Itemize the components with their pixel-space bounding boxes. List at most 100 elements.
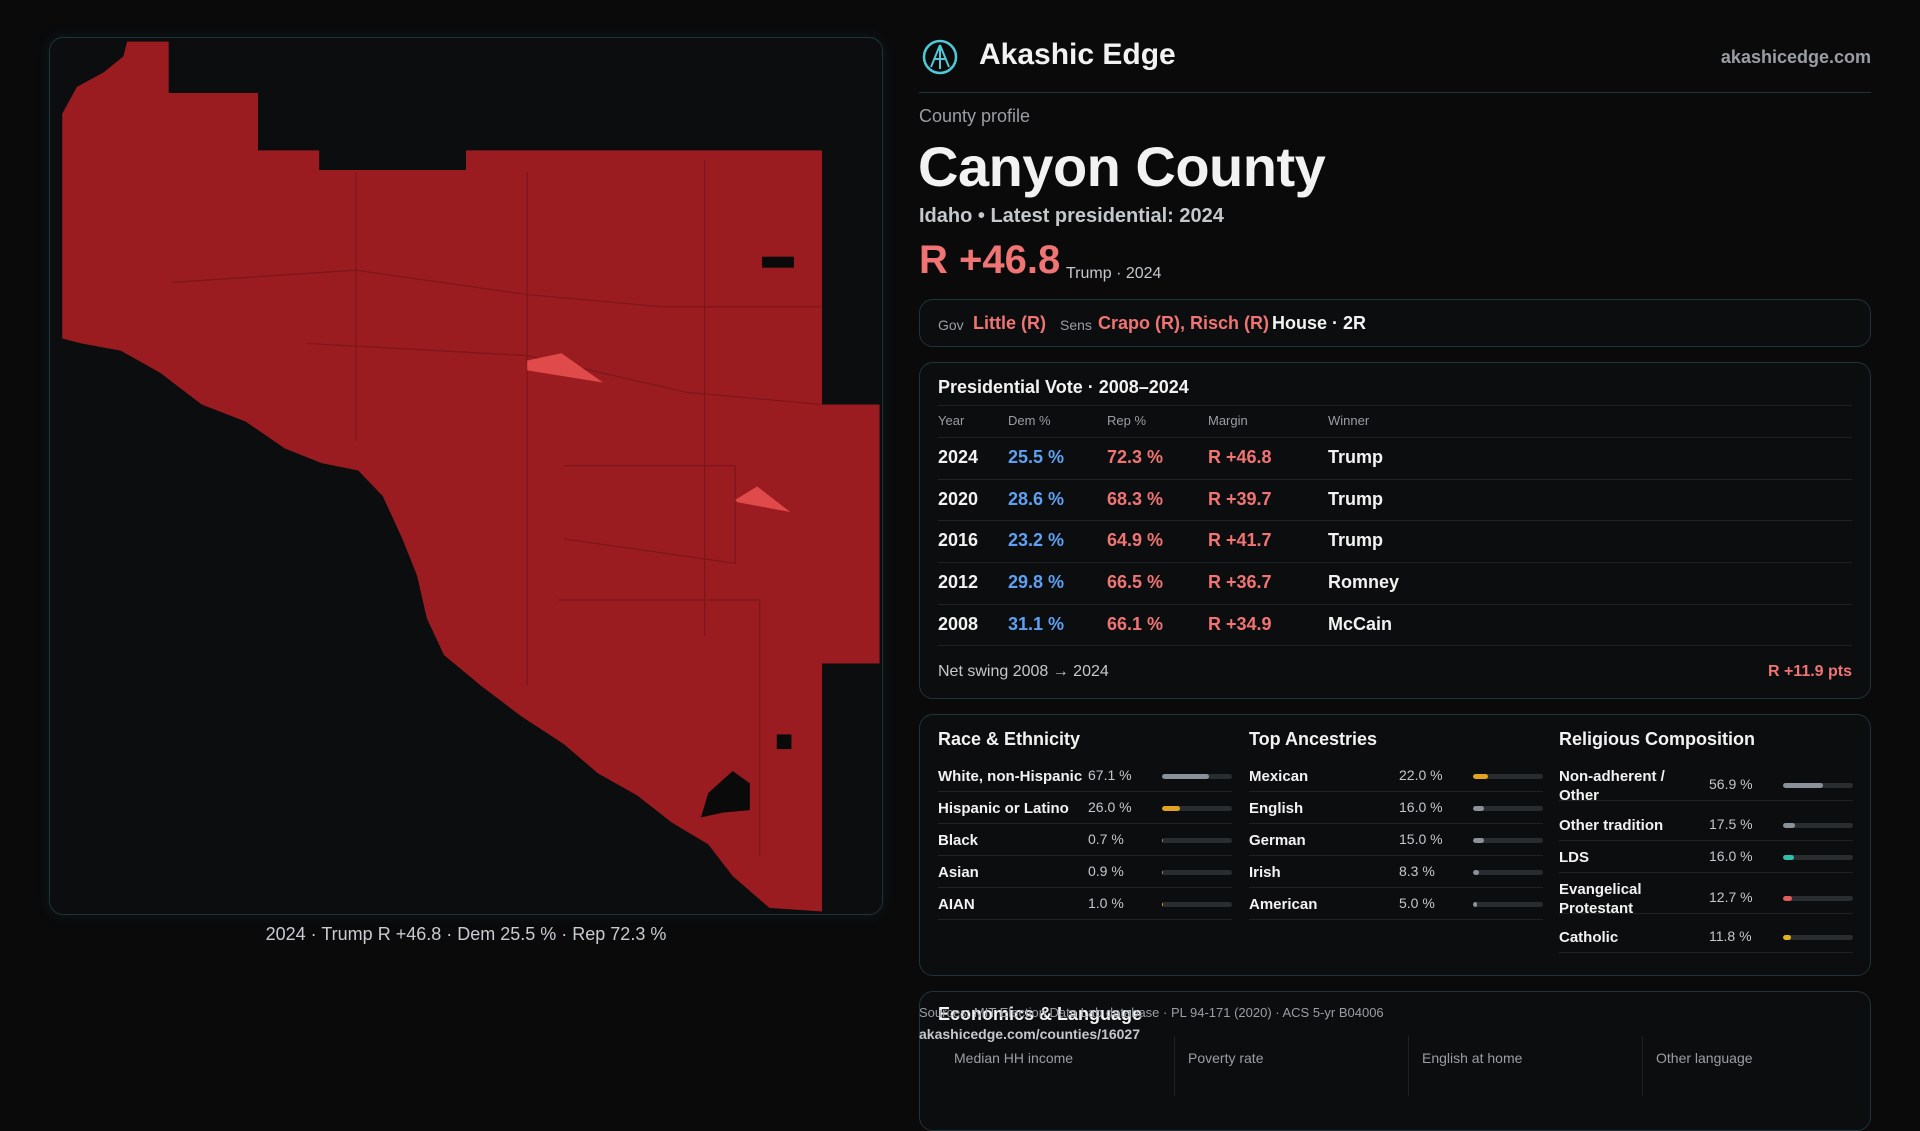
row-value: 26.0 % bbox=[1088, 799, 1132, 815]
row-value: 0.9 % bbox=[1088, 863, 1124, 879]
row-value: 17.5 % bbox=[1709, 816, 1753, 832]
table-cell: 66.1 % bbox=[1107, 614, 1163, 635]
table-cell: Trump bbox=[1328, 530, 1383, 551]
bar bbox=[1162, 902, 1163, 907]
map-caption: 2024 · Trump R +46.8 · Dem 25.5 % · Rep … bbox=[49, 924, 883, 945]
bar bbox=[1783, 896, 1792, 901]
bar bbox=[1783, 783, 1823, 788]
row-line bbox=[1249, 855, 1543, 856]
bar-track bbox=[1783, 896, 1853, 901]
row-line bbox=[938, 479, 1852, 480]
row-name: Other tradition bbox=[1559, 816, 1699, 835]
table-cell: McCain bbox=[1328, 614, 1392, 635]
bar-track bbox=[1473, 870, 1543, 875]
county-map bbox=[50, 38, 882, 914]
swing: R +11.9 pts bbox=[1768, 663, 1852, 681]
gov: Little (R) bbox=[973, 313, 1046, 334]
swing-label: Net swing 2008 → 2024 bbox=[938, 663, 1109, 681]
row-line bbox=[938, 405, 1852, 406]
row-line bbox=[938, 855, 1232, 856]
table-cell: R +36.7 bbox=[1208, 572, 1272, 593]
row-value: 1.0 % bbox=[1088, 895, 1124, 911]
source: Sources: MIT Election Data Lab database … bbox=[919, 1005, 1384, 1020]
table-cell: 2020 bbox=[938, 489, 978, 510]
metric-label: Poverty rate bbox=[1188, 1050, 1263, 1066]
bar bbox=[1473, 902, 1477, 907]
row-line bbox=[938, 437, 1852, 438]
bar-track bbox=[1162, 838, 1232, 843]
bar-track bbox=[1783, 855, 1853, 860]
map-panel bbox=[49, 37, 883, 915]
row-line bbox=[938, 562, 1852, 563]
metric-label: Median HH income bbox=[954, 1050, 1073, 1066]
row-value: 56.9 % bbox=[1709, 776, 1753, 792]
separator bbox=[1408, 1036, 1409, 1096]
row-value: 5.0 % bbox=[1399, 895, 1435, 911]
row-name: Asian bbox=[938, 863, 1088, 882]
table-cell: 2012 bbox=[938, 572, 978, 593]
row-name: Hispanic or Latino bbox=[938, 799, 1088, 818]
bar bbox=[1473, 838, 1484, 843]
row-name: Irish bbox=[1249, 863, 1399, 882]
row-line bbox=[1249, 823, 1543, 824]
page: {"header": {"brand": "Akashic Edge", "si… bbox=[0, 0, 1920, 1080]
house: House · 2R bbox=[1272, 313, 1366, 334]
row-name: White, non-Hispanic bbox=[938, 767, 1088, 786]
bar bbox=[1162, 870, 1163, 875]
row-name: German bbox=[1249, 831, 1399, 850]
table-cell: R +41.7 bbox=[1208, 530, 1272, 551]
row-line bbox=[1559, 913, 1853, 914]
officials-panel: Gov Little (R) Sens Crapo (R), Risch (R)… bbox=[919, 299, 1871, 347]
bar-track bbox=[1783, 823, 1853, 828]
table-cell: R +39.7 bbox=[1208, 489, 1272, 510]
row-line bbox=[938, 919, 1232, 920]
row-line bbox=[938, 645, 1852, 646]
row-line bbox=[1559, 872, 1853, 873]
panel-title: Presidential Vote · 2008–2024 bbox=[938, 377, 1189, 398]
table-cell: 29.8 % bbox=[1008, 572, 1064, 593]
row-line bbox=[1249, 887, 1543, 888]
metric-label: English at home bbox=[1422, 1050, 1522, 1066]
bar-track bbox=[1162, 902, 1232, 907]
sens-label: Sens bbox=[1060, 317, 1092, 333]
column-header: Winner bbox=[1328, 413, 1369, 428]
margin-note: Trump · 2024 bbox=[1066, 265, 1161, 283]
table-cell: Trump bbox=[1328, 447, 1383, 468]
row-name: American bbox=[1249, 895, 1399, 914]
table-cell: 64.9 % bbox=[1107, 530, 1163, 551]
row-line bbox=[938, 604, 1852, 605]
row-value: 12.7 % bbox=[1709, 889, 1753, 905]
table-cell: 72.3 % bbox=[1107, 447, 1163, 468]
table-cell: Romney bbox=[1328, 572, 1399, 593]
bar bbox=[1162, 774, 1209, 779]
source-url[interactable]: akashicedge.com/counties/16027 bbox=[919, 1026, 1140, 1042]
gov-label: Gov bbox=[938, 317, 964, 333]
row-value: 8.3 % bbox=[1399, 863, 1435, 879]
row-line bbox=[1249, 791, 1543, 792]
table-cell: 23.2 % bbox=[1008, 530, 1064, 551]
site-link[interactable]: akashicedge.com bbox=[1721, 47, 1871, 68]
column-header: Margin bbox=[1208, 413, 1248, 428]
table-cell: 28.6 % bbox=[1008, 489, 1064, 510]
row-line bbox=[938, 520, 1852, 521]
logo bbox=[922, 39, 958, 75]
bar-track bbox=[1473, 774, 1543, 779]
row-line bbox=[938, 823, 1232, 824]
row-line bbox=[1559, 952, 1853, 953]
presidential-panel: Presidential Vote · 2008–2024 Net swing … bbox=[919, 362, 1871, 699]
bar bbox=[1783, 855, 1794, 860]
row-value: 15.0 % bbox=[1399, 831, 1443, 847]
separator bbox=[1642, 1036, 1643, 1096]
table-cell: 25.5 % bbox=[1008, 447, 1064, 468]
table-cell: 2024 bbox=[938, 447, 978, 468]
bar-track bbox=[1473, 838, 1543, 843]
row-line bbox=[1559, 840, 1853, 841]
map-hole bbox=[777, 734, 792, 749]
row-value: 22.0 % bbox=[1399, 767, 1443, 783]
bar-track bbox=[1162, 774, 1232, 779]
bar bbox=[1162, 806, 1180, 811]
table-cell: R +34.9 bbox=[1208, 614, 1272, 635]
bar-track bbox=[1473, 902, 1543, 907]
table-cell: 2016 bbox=[938, 530, 978, 551]
row-name: Mexican bbox=[1249, 767, 1399, 786]
